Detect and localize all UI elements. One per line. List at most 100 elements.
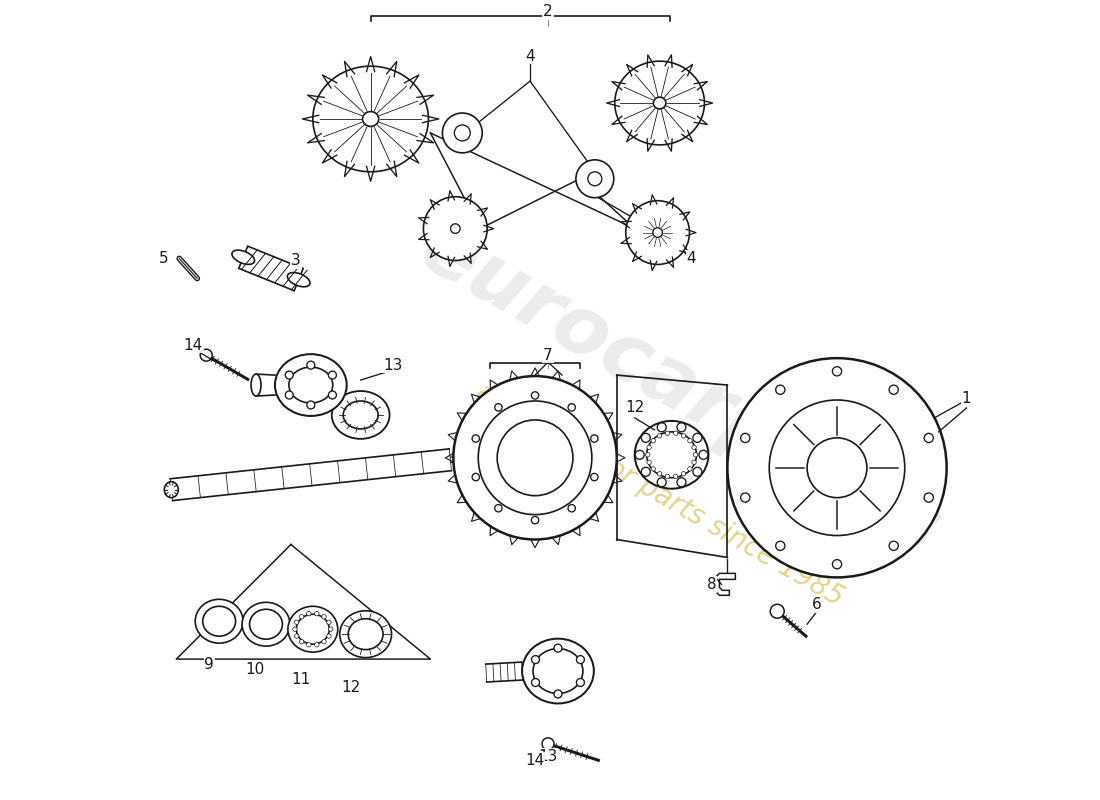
Circle shape bbox=[322, 614, 327, 619]
Circle shape bbox=[651, 438, 656, 443]
Circle shape bbox=[495, 404, 502, 411]
Ellipse shape bbox=[289, 367, 333, 403]
Circle shape bbox=[472, 474, 480, 481]
Ellipse shape bbox=[195, 599, 243, 643]
Circle shape bbox=[554, 644, 562, 652]
Circle shape bbox=[200, 349, 212, 361]
Ellipse shape bbox=[769, 400, 905, 535]
Circle shape bbox=[591, 435, 598, 442]
Text: 7: 7 bbox=[543, 348, 553, 362]
Ellipse shape bbox=[343, 401, 378, 429]
Circle shape bbox=[692, 445, 696, 450]
Circle shape bbox=[307, 642, 311, 647]
Ellipse shape bbox=[451, 224, 460, 234]
Circle shape bbox=[285, 371, 294, 379]
Text: 5: 5 bbox=[158, 251, 168, 266]
Circle shape bbox=[295, 634, 299, 638]
Text: 12: 12 bbox=[341, 679, 361, 694]
Circle shape bbox=[293, 627, 297, 631]
Circle shape bbox=[307, 361, 315, 369]
Ellipse shape bbox=[349, 618, 383, 650]
Ellipse shape bbox=[287, 273, 310, 286]
Circle shape bbox=[658, 472, 662, 476]
Ellipse shape bbox=[626, 201, 690, 265]
Circle shape bbox=[657, 423, 667, 432]
Text: 9: 9 bbox=[205, 657, 214, 671]
Circle shape bbox=[833, 560, 842, 569]
Circle shape bbox=[315, 642, 319, 647]
Circle shape bbox=[635, 450, 645, 459]
Ellipse shape bbox=[652, 228, 662, 238]
Circle shape bbox=[673, 431, 678, 435]
Circle shape bbox=[740, 493, 750, 502]
Polygon shape bbox=[714, 574, 736, 595]
Text: 10: 10 bbox=[245, 662, 265, 677]
Ellipse shape bbox=[232, 250, 254, 264]
Circle shape bbox=[531, 517, 539, 524]
Ellipse shape bbox=[727, 358, 947, 578]
Polygon shape bbox=[170, 449, 451, 501]
Circle shape bbox=[646, 453, 650, 457]
Circle shape bbox=[641, 467, 650, 476]
Circle shape bbox=[307, 401, 315, 409]
Ellipse shape bbox=[288, 606, 338, 652]
Ellipse shape bbox=[312, 66, 428, 172]
Circle shape bbox=[692, 460, 696, 465]
Circle shape bbox=[647, 460, 651, 465]
Circle shape bbox=[531, 656, 539, 663]
Ellipse shape bbox=[340, 610, 392, 658]
Circle shape bbox=[924, 493, 933, 502]
Circle shape bbox=[889, 542, 899, 550]
Ellipse shape bbox=[534, 649, 583, 694]
Circle shape bbox=[591, 474, 598, 481]
Ellipse shape bbox=[242, 602, 290, 646]
Circle shape bbox=[776, 542, 785, 550]
Ellipse shape bbox=[454, 125, 471, 141]
Ellipse shape bbox=[442, 113, 482, 153]
Circle shape bbox=[329, 391, 337, 399]
Ellipse shape bbox=[587, 172, 602, 186]
Ellipse shape bbox=[647, 432, 696, 478]
Ellipse shape bbox=[615, 61, 704, 145]
Circle shape bbox=[307, 611, 311, 616]
Circle shape bbox=[542, 738, 554, 750]
Circle shape bbox=[329, 371, 337, 379]
Text: 8: 8 bbox=[706, 577, 716, 592]
Ellipse shape bbox=[453, 376, 617, 539]
Circle shape bbox=[576, 678, 584, 686]
Text: 1: 1 bbox=[961, 390, 971, 406]
Circle shape bbox=[698, 450, 708, 459]
Ellipse shape bbox=[497, 420, 573, 496]
Text: 13: 13 bbox=[383, 358, 403, 373]
Circle shape bbox=[299, 614, 304, 619]
Circle shape bbox=[327, 620, 331, 625]
Circle shape bbox=[681, 472, 685, 476]
Ellipse shape bbox=[478, 401, 592, 514]
Circle shape bbox=[740, 434, 750, 442]
Circle shape bbox=[681, 434, 685, 438]
Text: eurocarparts: eurocarparts bbox=[406, 210, 954, 570]
Circle shape bbox=[693, 467, 702, 476]
Circle shape bbox=[329, 627, 333, 631]
Circle shape bbox=[531, 392, 539, 399]
Ellipse shape bbox=[164, 482, 178, 498]
Ellipse shape bbox=[296, 614, 329, 644]
Circle shape bbox=[568, 404, 575, 411]
Circle shape bbox=[833, 366, 842, 376]
Circle shape bbox=[647, 445, 651, 450]
Circle shape bbox=[676, 478, 686, 486]
Circle shape bbox=[295, 620, 299, 625]
Circle shape bbox=[658, 434, 662, 438]
Circle shape bbox=[666, 431, 670, 435]
Ellipse shape bbox=[635, 421, 708, 489]
Circle shape bbox=[770, 604, 784, 618]
Text: 14: 14 bbox=[184, 338, 202, 353]
Circle shape bbox=[924, 434, 933, 442]
Ellipse shape bbox=[363, 111, 378, 126]
Ellipse shape bbox=[424, 197, 487, 261]
Circle shape bbox=[651, 466, 656, 471]
Ellipse shape bbox=[250, 610, 283, 639]
Circle shape bbox=[531, 678, 539, 686]
Ellipse shape bbox=[576, 160, 614, 198]
Text: 11: 11 bbox=[292, 671, 310, 686]
